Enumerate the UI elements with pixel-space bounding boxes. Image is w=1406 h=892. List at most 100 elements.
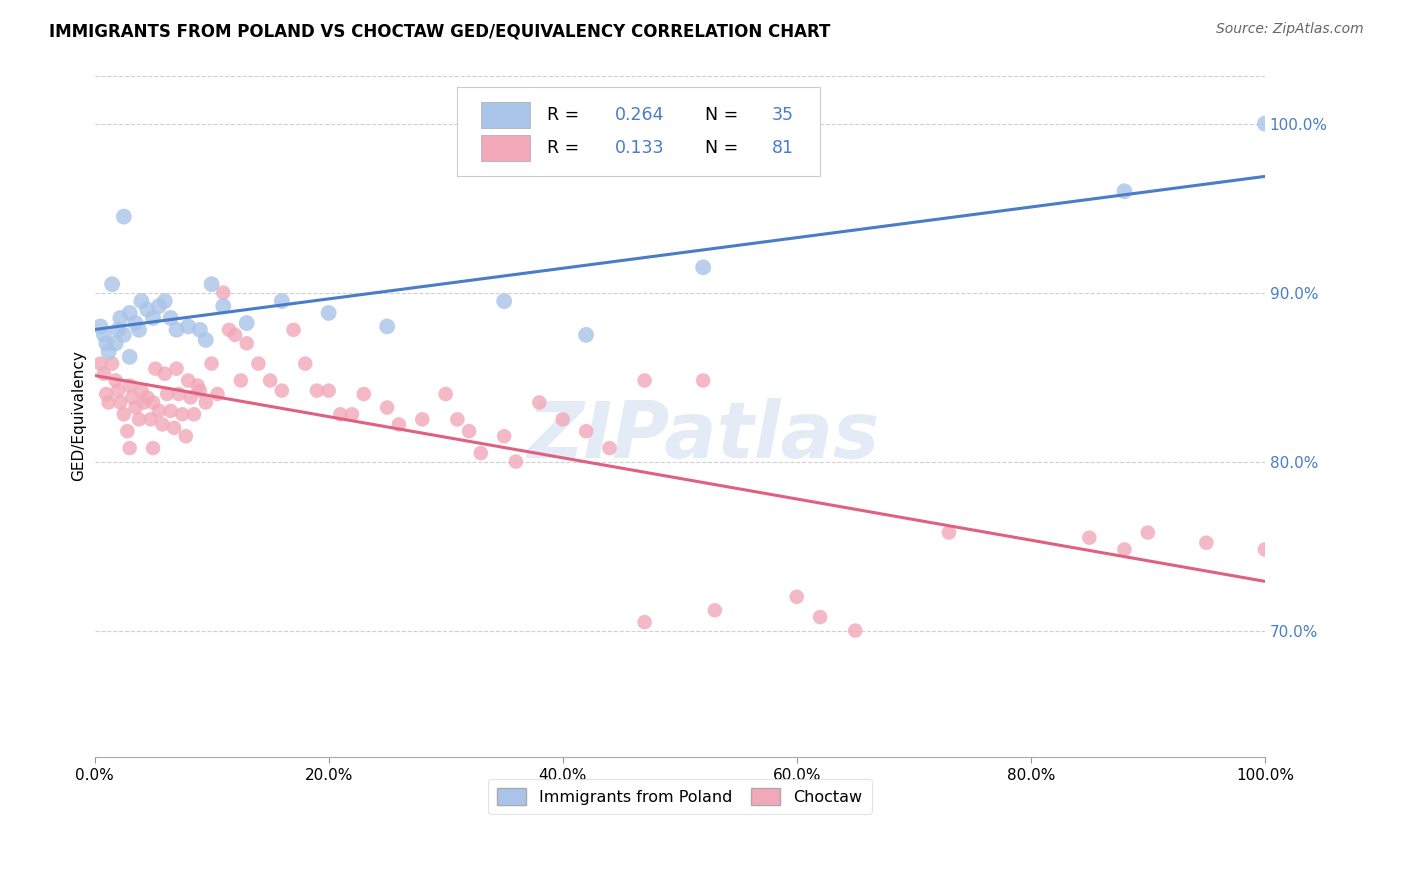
Point [166,323,188,337]
Text: 0.133: 0.133 [616,139,665,157]
Point [112,407,135,421]
Point [187,378,209,392]
Point [188,323,211,337]
Point [808,610,831,624]
Point [124,401,146,415]
Point [110,310,132,325]
Point [1136,525,1159,540]
Point [93,367,115,381]
Point [148,404,170,418]
Point [633,374,655,388]
Point [353,387,375,401]
Point [153,367,176,381]
Point [101,277,124,292]
Point [218,323,240,337]
Point [235,336,257,351]
Point [124,316,146,330]
Point [692,260,714,275]
Text: Source: ZipAtlas.com: Source: ZipAtlas.com [1216,22,1364,37]
Point [329,407,352,421]
Point [305,384,328,398]
Point [110,395,132,409]
Point [96,336,118,351]
Point [505,454,527,468]
Text: 35: 35 [772,106,794,124]
Point [375,319,398,334]
Point [235,316,257,330]
Point [494,429,516,443]
Point [188,384,211,398]
Text: 81: 81 [772,139,794,157]
Point [89,319,111,334]
Text: N =: N = [706,106,744,124]
Y-axis label: GED/Equivalency: GED/Equivalency [72,350,86,481]
Point [174,429,197,443]
Point [142,310,165,325]
Point [118,441,141,455]
Point [117,424,139,438]
Point [247,357,270,371]
Point [159,404,181,418]
Point [318,306,340,320]
Point [633,615,655,629]
Point [145,361,167,376]
Point [692,374,714,388]
Text: N =: N = [706,139,744,157]
Point [136,302,159,317]
Point [259,374,281,388]
Point [152,417,174,432]
Text: ZIPatlas: ZIPatlas [527,398,879,474]
Point [212,285,235,300]
Point [270,294,292,309]
Point [180,391,202,405]
Point [93,327,115,342]
Point [575,424,598,438]
Text: 0.264: 0.264 [616,106,665,124]
Point [112,327,135,342]
Point [283,323,305,337]
Point [118,306,141,320]
Point [494,294,516,309]
Point [104,336,127,351]
Point [411,412,433,426]
Point [139,412,162,426]
Point [112,210,135,224]
Point [194,333,217,347]
Point [207,387,229,401]
Point [388,417,411,432]
Point [104,374,127,388]
Point [172,407,194,421]
Point [294,357,316,371]
FancyBboxPatch shape [457,87,820,176]
FancyBboxPatch shape [481,103,530,128]
Point [1114,542,1136,557]
Point [177,374,200,388]
Point [156,387,179,401]
Point [1254,117,1277,131]
Point [229,374,252,388]
Point [434,387,457,401]
Text: R =: R = [547,139,585,157]
Point [97,344,120,359]
Point [938,525,960,540]
Point [96,387,118,401]
Point [132,395,155,409]
Point [1114,184,1136,198]
Point [470,446,492,460]
Point [159,310,181,325]
FancyBboxPatch shape [481,136,530,161]
Point [148,299,170,313]
Point [224,327,246,342]
Point [142,395,165,409]
Point [1195,535,1218,549]
Point [128,323,150,337]
Point [107,323,129,337]
Point [121,391,143,405]
Point [183,407,205,421]
Point [599,441,621,455]
Point [163,421,186,435]
Point [703,603,725,617]
Point [844,624,866,638]
Text: IMMIGRANTS FROM POLAND VS CHOCTAW GED/EQUIVALENCY CORRELATION CHART: IMMIGRANTS FROM POLAND VS CHOCTAW GED/EQ… [49,22,831,40]
Point [200,277,222,292]
